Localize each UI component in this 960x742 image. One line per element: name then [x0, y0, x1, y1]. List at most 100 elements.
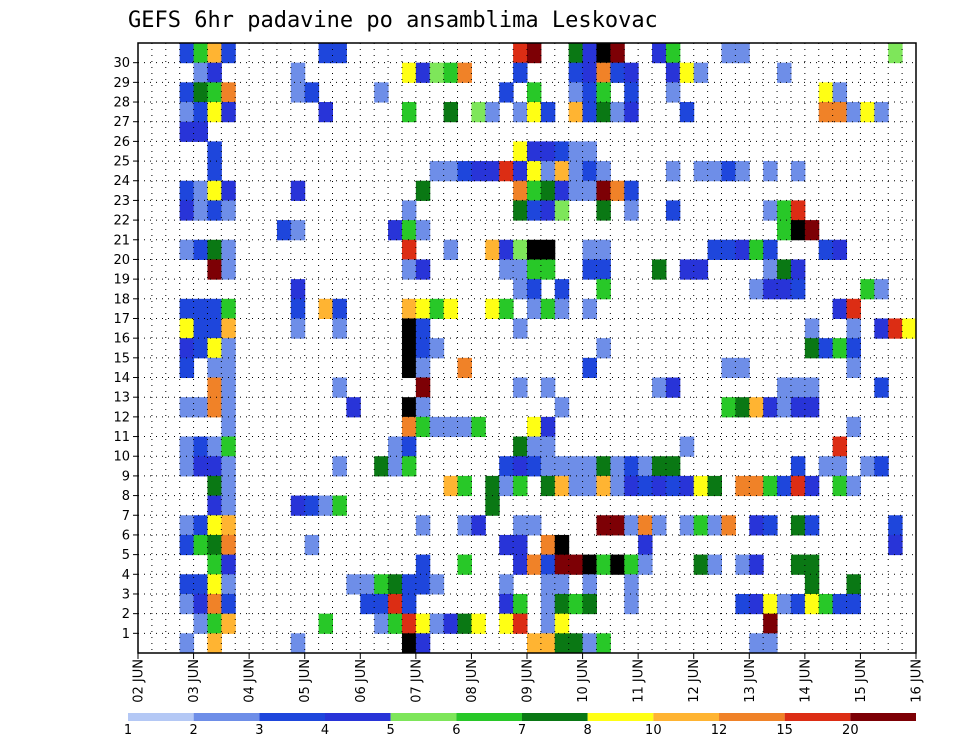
y-tick-label: 5 — [122, 548, 130, 563]
heatmap-cell — [652, 43, 667, 64]
heatmap-cell — [443, 613, 459, 634]
heatmap-cell — [457, 62, 472, 83]
heatmap-cell — [790, 259, 806, 280]
heatmap-cell — [332, 377, 347, 398]
heatmap-cell — [596, 180, 611, 201]
heatmap-cell — [401, 574, 417, 595]
heatmap-cell — [832, 82, 848, 103]
heatmap-cell — [610, 180, 625, 201]
heatmap-cell — [332, 318, 347, 339]
heatmap-cell — [527, 416, 542, 438]
heatmap-cell — [221, 357, 236, 379]
heatmap-cell — [874, 318, 889, 339]
heatmap-cell — [540, 141, 556, 162]
heatmap-cell — [763, 239, 778, 260]
heatmap-cell — [596, 43, 611, 64]
y-tick-label: 25 — [113, 155, 130, 170]
y-tick-label: 24 — [113, 174, 130, 189]
heatmap-cell — [582, 554, 597, 575]
heatmap-cell — [888, 43, 903, 64]
heatmap-cell — [499, 574, 514, 595]
heatmap-cell — [804, 574, 820, 595]
heatmap-cell — [471, 613, 486, 634]
heatmap-cell — [193, 338, 208, 359]
heatmap-cell — [290, 180, 306, 201]
heatmap-cell — [777, 259, 792, 280]
heatmap-cell — [513, 239, 528, 260]
y-tick-label: 9 — [122, 469, 130, 484]
heatmap-cell — [221, 593, 236, 615]
heatmap-cell — [513, 43, 528, 64]
heatmap-cell — [721, 515, 736, 536]
heatmap-cell — [207, 515, 222, 536]
heatmap-cell — [777, 200, 792, 221]
heatmap-cell — [582, 239, 597, 260]
y-tick-label: 6 — [122, 528, 130, 543]
heatmap-cell — [179, 633, 195, 654]
colorbar-label: 2 — [190, 723, 198, 738]
heatmap-cell — [415, 220, 431, 241]
heatmap-cell — [221, 239, 236, 260]
heatmap-cell — [499, 613, 514, 634]
heatmap-cell — [401, 436, 417, 457]
heatmap-cell — [276, 220, 292, 241]
heatmap-cell — [457, 416, 472, 438]
heatmap-cell — [207, 397, 222, 418]
heatmap-cell — [554, 141, 570, 162]
heatmap-cell — [388, 593, 403, 615]
heatmap-cell — [804, 338, 820, 359]
heatmap-cell — [346, 574, 361, 595]
heatmap-cell — [804, 593, 820, 615]
heatmap-cell — [610, 43, 625, 64]
heatmap-cell — [221, 416, 236, 438]
heatmap-cell — [207, 338, 222, 359]
heatmap-cell — [540, 161, 556, 182]
heatmap-cell — [790, 200, 806, 221]
heatmap-cell — [207, 534, 222, 556]
heatmap-cell — [804, 515, 820, 536]
heatmap-cell — [290, 62, 306, 83]
heatmap-cell — [429, 613, 445, 634]
heatmap-cell — [610, 515, 625, 536]
heatmap-cell — [665, 43, 681, 64]
heatmap-cell — [401, 357, 417, 379]
heatmap-cell — [290, 298, 306, 319]
heatmap-cell — [902, 318, 917, 339]
heatmap-cell — [401, 613, 417, 634]
heatmap-cell — [540, 416, 556, 438]
heatmap-cell — [860, 456, 875, 477]
y-tick-label: 22 — [113, 214, 130, 229]
heatmap-cell — [624, 515, 639, 536]
colorbar-swatch — [522, 713, 588, 721]
heatmap-cell — [179, 298, 195, 319]
y-tick-label: 23 — [113, 194, 130, 209]
heatmap-cell — [652, 456, 667, 477]
heatmap-cell — [193, 593, 208, 615]
heatmap-cell — [624, 200, 639, 221]
heatmap-cell — [582, 180, 597, 201]
heatmap-cell — [499, 456, 514, 477]
heatmap-cell — [596, 102, 611, 123]
heatmap-cell — [554, 180, 570, 201]
heatmap-cell — [554, 161, 570, 182]
heatmap-cell — [207, 456, 222, 477]
x-tick-label: 07 JUN — [409, 659, 424, 703]
heatmap-cell — [388, 574, 403, 595]
heatmap-cell — [888, 318, 903, 339]
heatmap-cell — [527, 141, 542, 162]
heatmap-cell — [290, 220, 306, 241]
heatmap-cell — [638, 515, 653, 536]
heatmap-cell — [513, 259, 528, 280]
heatmap-cell — [763, 200, 778, 221]
heatmap-cell — [179, 318, 195, 339]
heatmap-cell — [749, 554, 764, 575]
heatmap-cell — [638, 554, 653, 575]
heatmap-cell — [499, 475, 514, 497]
x-tick-label: 15 JUN — [854, 659, 869, 703]
heatmap-cell — [749, 475, 764, 497]
heatmap-cell — [415, 377, 431, 398]
heatmap-cell — [832, 298, 848, 319]
heatmap-cell — [401, 220, 417, 241]
heatmap-cell — [846, 318, 861, 339]
